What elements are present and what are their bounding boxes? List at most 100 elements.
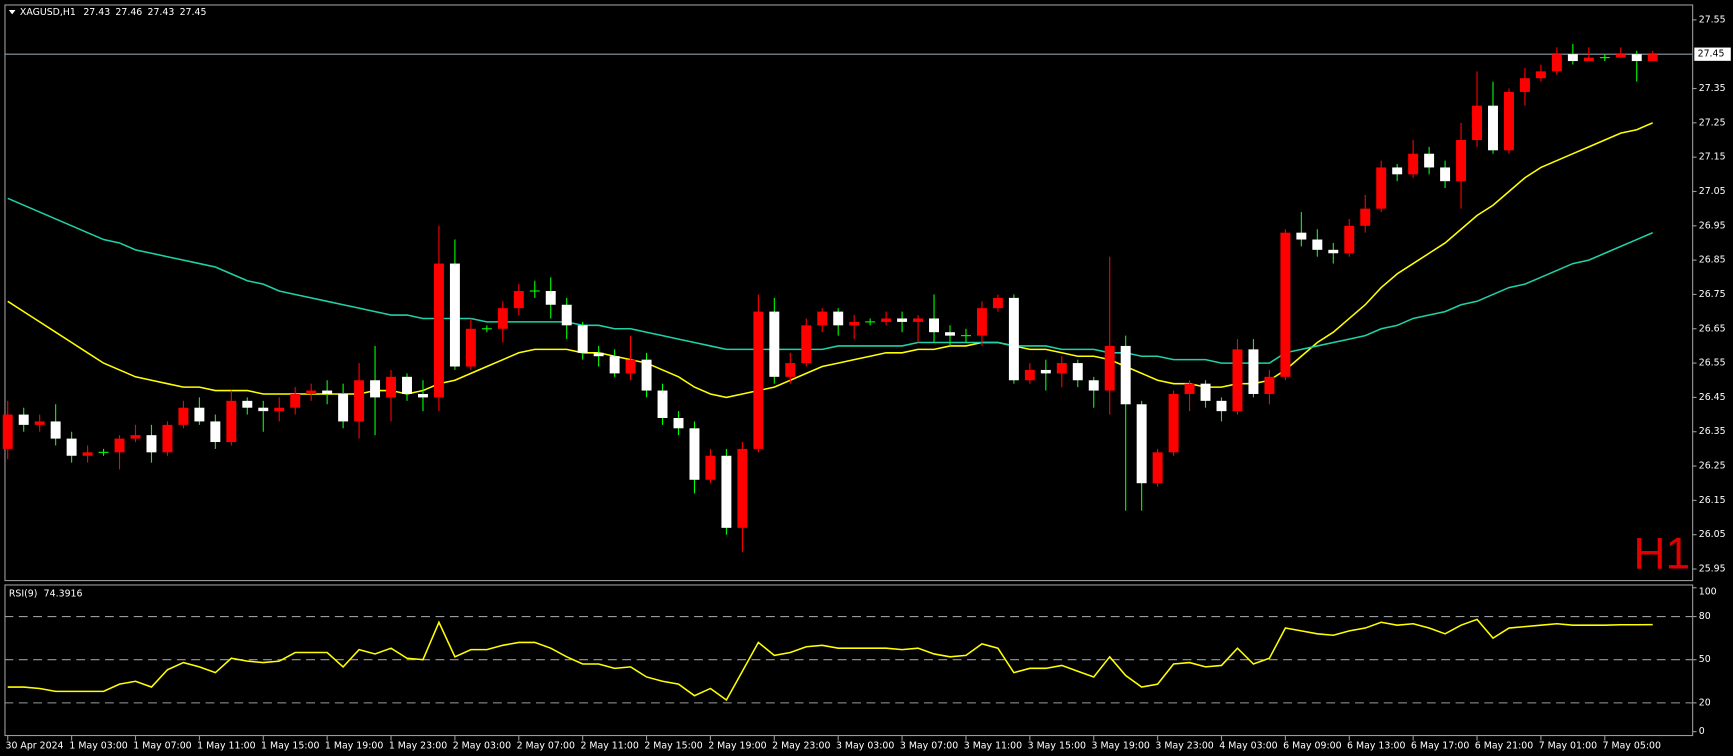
y-tick-label: 26.65 (1699, 323, 1726, 334)
y-tick-label: 26.45 (1699, 392, 1726, 403)
y-tick-label: 26.95 (1699, 220, 1726, 231)
candle-body (130, 435, 141, 439)
rsi-header: RSI(9) 74.3916 (9, 588, 83, 599)
candle-body (769, 311, 780, 377)
candle-body (625, 359, 636, 374)
x-tick-label: 7 May 05:00 (1603, 741, 1661, 752)
candle-body (1248, 349, 1259, 394)
candle-body (1104, 345, 1115, 391)
x-tick-label: 2 May 07:00 (517, 741, 575, 752)
candle-body (354, 380, 365, 422)
x-tick-label: 6 May 09:00 (1283, 741, 1341, 752)
moving-average (7, 122, 1654, 399)
y-tick-label: 25.95 (1699, 564, 1726, 575)
rsi-last: 74.3916 (44, 588, 83, 599)
candle-body (1328, 249, 1339, 254)
candle-body (1631, 54, 1642, 62)
candle-body (1392, 167, 1403, 175)
candle-body (1535, 71, 1546, 79)
y-tick-label: 26.35 (1699, 426, 1726, 437)
candle-body (1152, 452, 1163, 484)
candle-body (1168, 393, 1179, 453)
candle-body (689, 428, 700, 480)
x-tick-label: 3 May 07:00 (900, 741, 958, 752)
candle-body (1200, 383, 1211, 401)
x-tick-label: 1 May 23:00 (389, 741, 447, 752)
y-tick-label: 26.55 (1699, 358, 1726, 369)
candle-body (178, 407, 189, 425)
candle-body (1360, 208, 1371, 226)
x-tick-label: 6 May 21:00 (1475, 741, 1533, 752)
candle-body (1503, 91, 1514, 151)
x-tick-label: 3 May 03:00 (836, 741, 894, 752)
candle-body (162, 424, 173, 453)
candle-body (945, 332, 955, 336)
candle-body (1216, 400, 1227, 412)
candle-body (929, 318, 940, 333)
candle-body (1647, 54, 1658, 62)
y-tick-label: 26.25 (1699, 461, 1726, 472)
candle-body (82, 452, 93, 456)
x-tick-label: 2 May 19:00 (708, 741, 766, 752)
x-tick-label: 2 May 23:00 (772, 741, 830, 752)
open-last: 27.43 (83, 7, 110, 18)
candle-body (593, 352, 604, 357)
candle-body (194, 407, 205, 422)
candle-body (897, 318, 908, 322)
candle-body (992, 297, 1003, 309)
y-tick-label: 26.05 (1699, 529, 1726, 540)
y-tick-label: 26.85 (1699, 255, 1726, 266)
main-header: XAGUSD,H1 27.43 27.46 27.43 27.45 (20, 7, 207, 18)
candle-body (1456, 139, 1467, 182)
candle-body (402, 376, 412, 394)
y-tick-label: 27.55 (1699, 14, 1726, 25)
candle-body (258, 407, 269, 412)
candle-body (1312, 239, 1323, 250)
y-tick-label: 0 (1699, 726, 1705, 737)
x-tick-label: 2 May 11:00 (580, 741, 638, 752)
candle-body (1136, 404, 1147, 484)
x-tick-label: 7 May 01:00 (1539, 741, 1597, 752)
candle-body (449, 263, 460, 367)
candle-body (66, 438, 77, 456)
y-tick-label: 100 (1699, 587, 1717, 598)
candle-body (242, 400, 253, 408)
collapse-arrow (8, 9, 16, 15)
candle-body (1088, 380, 1099, 391)
x-tick-label: 1 May 07:00 (133, 741, 191, 752)
candle-body (1615, 54, 1626, 58)
candle-body (2, 414, 13, 449)
symbol: XAGUSD,H1 (20, 7, 76, 18)
candle-body (386, 376, 397, 398)
candle-body (705, 455, 716, 480)
y-tick-label: 27.25 (1699, 117, 1726, 128)
candle-body (433, 263, 444, 398)
candle-body (370, 380, 381, 398)
candle-body (817, 311, 828, 326)
price-box-label: 27.45 (1698, 49, 1725, 60)
candle-body (1280, 232, 1291, 377)
candle-body (465, 328, 476, 367)
candle-body (1440, 167, 1451, 182)
y-tick-label: 26.15 (1699, 495, 1726, 506)
candle-body (1184, 383, 1195, 394)
candle-body (785, 363, 796, 377)
x-tick-label: 2 May 03:00 (453, 741, 511, 752)
candle-body (1376, 167, 1387, 209)
x-tick-label: 1 May 03:00 (69, 741, 127, 752)
candle-body (545, 291, 556, 305)
y-tick-label: 27.15 (1699, 152, 1726, 163)
candle-body (1232, 349, 1243, 412)
candle-body (34, 421, 45, 425)
candle-body (577, 325, 588, 353)
rsi-line (7, 618, 1653, 702)
candle-body (1024, 369, 1035, 381)
candle-body (1344, 225, 1355, 254)
candle-body (913, 318, 924, 322)
candle-body (1408, 153, 1419, 175)
candle-body (146, 435, 157, 453)
high-last: 27.46 (115, 7, 142, 18)
candle-body (1583, 57, 1594, 62)
candle-body (737, 448, 748, 528)
